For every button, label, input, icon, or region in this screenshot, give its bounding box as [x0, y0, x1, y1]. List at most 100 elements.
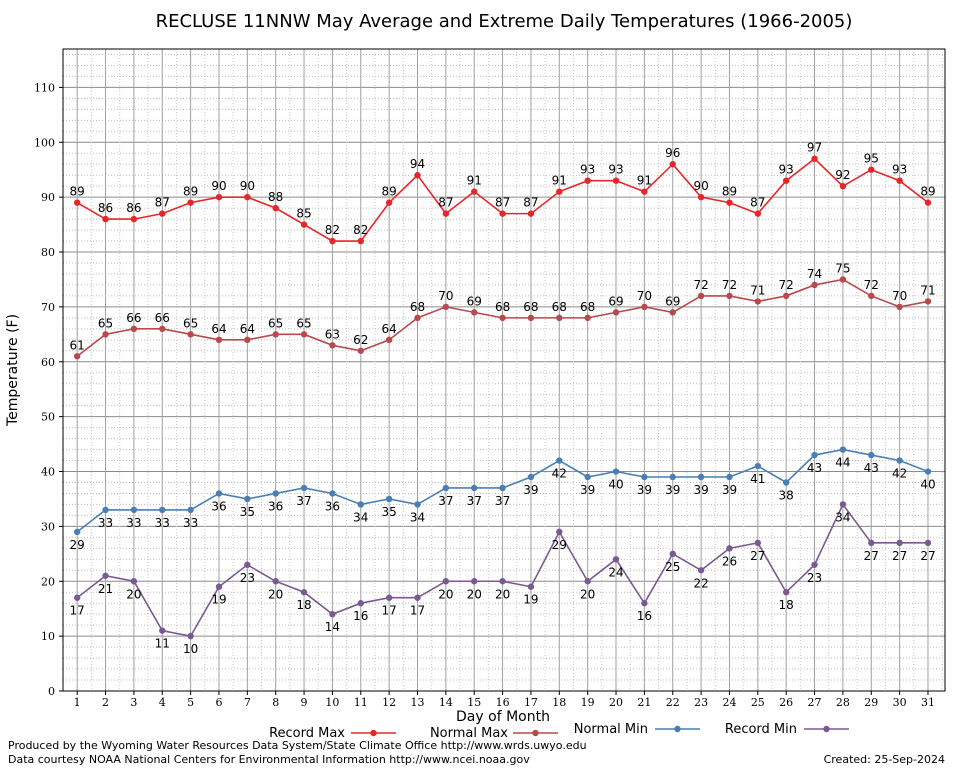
x-tick-label: 23	[694, 696, 708, 709]
data-label: 17	[410, 604, 425, 618]
data-label: 36	[325, 499, 340, 513]
legend-label: Record Min	[725, 722, 797, 737]
x-tick-label: 9	[301, 696, 308, 709]
data-label: 27	[750, 549, 765, 563]
legend-label: Record Max	[269, 726, 345, 741]
data-label: 39	[722, 483, 737, 497]
data-point	[839, 446, 847, 453]
data-label: 37	[438, 494, 453, 508]
data-label: 37	[495, 494, 510, 508]
data-label: 69	[608, 294, 623, 308]
data-point	[159, 506, 166, 514]
x-tick-label: 21	[637, 696, 651, 709]
data-label: 68	[410, 300, 425, 314]
x-tick-label: 15	[467, 696, 481, 709]
data-point	[300, 484, 308, 492]
y-tick-label: 0	[48, 685, 55, 698]
data-label: 90	[211, 179, 226, 193]
chart-title: RECLUSE 11NNW May Average and Extreme Da…	[156, 11, 853, 32]
data-label: 26	[722, 554, 737, 568]
data-point	[102, 506, 109, 514]
data-label: 69	[665, 294, 680, 308]
data-label: 20	[495, 587, 510, 601]
data-point	[414, 172, 421, 179]
data-point	[726, 545, 733, 552]
data-label: 33	[155, 516, 170, 530]
data-point	[187, 632, 194, 640]
data-point	[811, 451, 818, 459]
data-label: 64	[240, 322, 255, 336]
data-point	[159, 627, 166, 634]
data-point	[215, 336, 223, 344]
data-point	[556, 314, 563, 322]
footer-courtesy: Data courtesy NOAA National Centers for …	[8, 753, 530, 766]
data-label: 66	[155, 311, 170, 325]
data-point	[584, 578, 591, 585]
legend-marker	[532, 729, 539, 737]
data-point	[839, 501, 847, 508]
x-tick-label: 7	[244, 696, 251, 709]
data-point	[272, 204, 279, 212]
data-point	[471, 484, 478, 492]
data-label: 87	[438, 196, 453, 210]
data-label: 61	[70, 338, 85, 352]
data-label: 90	[240, 179, 255, 193]
data-point	[868, 451, 875, 459]
data-point	[442, 210, 450, 217]
x-tick-label: 8	[272, 696, 279, 709]
series-normal-max: 61 65 66 66 65 64 64 65 65 63 62 64 68 70 69 68 68 68 68 69…	[70, 261, 936, 360]
data-label: 38	[779, 488, 794, 502]
data-point	[839, 276, 847, 283]
data-point	[73, 199, 81, 206]
data-label: 63	[325, 327, 340, 341]
x-tick-label: 27	[808, 696, 822, 709]
data-label: 93	[608, 163, 623, 177]
data-point	[924, 468, 932, 475]
data-label: 10	[183, 642, 198, 656]
data-label: 37	[467, 494, 482, 508]
data-label: 40	[608, 478, 623, 492]
data-point	[726, 473, 733, 481]
data-point	[414, 314, 421, 322]
y-tick-label: 20	[41, 575, 55, 588]
data-point	[300, 221, 308, 228]
data-point	[244, 495, 251, 503]
data-point	[215, 490, 223, 497]
data-label: 35	[382, 505, 397, 519]
data-point	[187, 506, 194, 514]
data-label: 27	[920, 549, 935, 563]
data-label: 87	[750, 196, 765, 210]
y-tick-label: 40	[41, 466, 55, 479]
data-label: 39	[693, 483, 708, 497]
data-point	[215, 583, 223, 590]
data-label: 91	[467, 174, 482, 188]
data-point	[697, 473, 705, 481]
data-label: 91	[637, 174, 652, 188]
plot-frame	[62, 48, 946, 692]
data-label: 89	[920, 185, 935, 199]
data-label: 70	[438, 289, 453, 303]
x-tick-label: 19	[581, 696, 595, 709]
data-point	[584, 177, 591, 184]
data-label: 93	[779, 163, 794, 177]
data-point	[782, 479, 790, 486]
data-point	[669, 161, 676, 168]
data-point	[329, 342, 336, 349]
data-point	[414, 501, 421, 508]
data-point	[385, 594, 393, 601]
x-tick-label: 25	[751, 696, 765, 709]
x-tick-label: 29	[864, 696, 878, 709]
data-point	[187, 199, 194, 206]
data-point	[357, 237, 364, 245]
data-point	[130, 578, 138, 585]
data-point	[73, 353, 81, 360]
data-point	[499, 314, 506, 322]
data-point	[471, 309, 478, 316]
data-point	[782, 589, 790, 596]
data-point	[868, 166, 875, 173]
data-label: 68	[523, 300, 538, 314]
data-label: 85	[296, 207, 311, 221]
data-label: 43	[807, 461, 822, 475]
data-label: 20	[126, 587, 141, 601]
